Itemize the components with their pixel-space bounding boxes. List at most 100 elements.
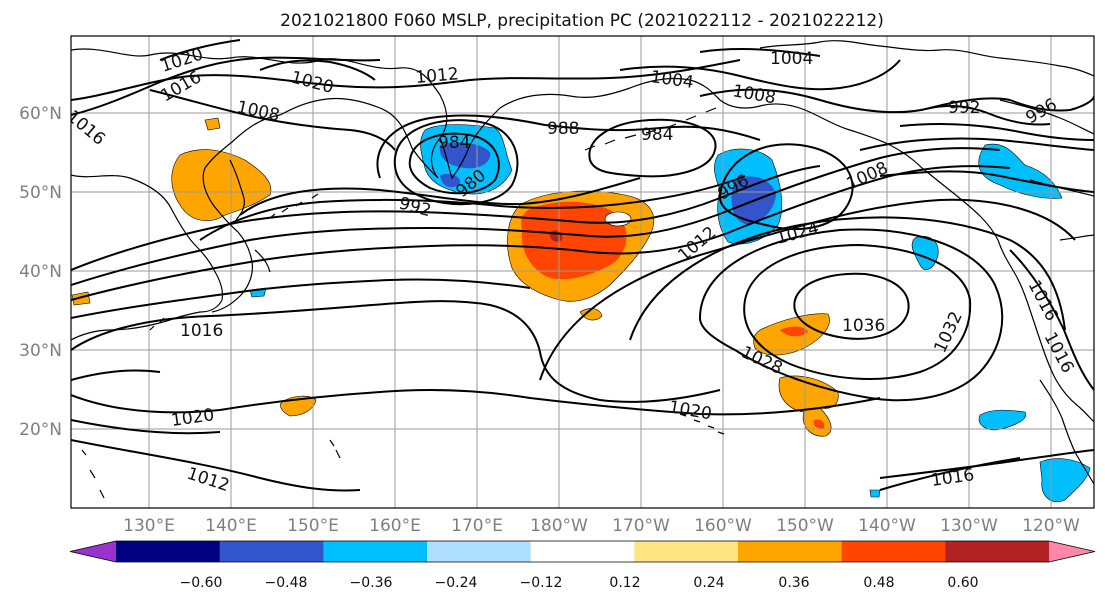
isobar-alaska-1008 — [699, 88, 1011, 114]
isobar-south-1020 — [71, 389, 881, 416]
isobar-nw-1016 — [71, 56, 381, 116]
colorbar-segment — [841, 541, 946, 562]
precip-pos-ne-2-core — [813, 419, 825, 429]
colorbar-extend-high — [1049, 541, 1095, 562]
colorbar-segment — [323, 541, 428, 562]
isobar-988 — [376, 114, 761, 179]
isobar-high-1036 — [793, 272, 910, 340]
isobar-label: 1012 — [415, 64, 460, 88]
map-frame — [70, 35, 1095, 509]
colorbar-tick-label: 0.24 — [693, 575, 724, 591]
colorbar-tick-label: −0.48 — [265, 575, 308, 591]
coastlines — [71, 40, 1094, 499]
isobar-1000 — [199, 175, 746, 241]
coast-okhotsk — [202, 114, 281, 233]
colorbar-tick-label: −0.24 — [435, 575, 478, 591]
precip-pos-central-hole — [604, 211, 632, 227]
lon-label: 140°W — [858, 516, 916, 536]
isobar-label: 1036 — [842, 316, 885, 336]
lon-label: 120°W — [1022, 516, 1080, 536]
lon-label: 180°W — [530, 516, 588, 536]
isobar-label: 984 — [641, 125, 673, 145]
lon-label: 160°W — [694, 516, 752, 536]
colorbar-extend-low — [70, 541, 116, 562]
colorbar-tick-label: −0.12 — [520, 575, 563, 591]
isobar-west-1020 — [71, 369, 221, 435]
lon-label: 150°E — [287, 516, 339, 536]
lon-label: 160°E — [369, 516, 421, 536]
isobar-1012 — [71, 165, 1011, 301]
isobar-1020-east — [539, 198, 1076, 381]
coast-baja — [1039, 379, 1094, 485]
colorbar-tick-label: 0.48 — [863, 575, 894, 591]
precip-pos-central-mid — [521, 201, 627, 280]
isobar-label: 1016 — [180, 321, 223, 341]
colorbar-outline — [69, 540, 1096, 563]
coast-sakhalin — [229, 159, 245, 221]
lon-label: 170°E — [451, 516, 503, 536]
coast-kurils — [269, 193, 319, 219]
isobar-984-aleutian — [588, 118, 717, 178]
isobar-980-kam — [408, 132, 500, 195]
precip-pos-japan-dot — [204, 117, 221, 131]
isobar-nw-1008 — [149, 89, 396, 151]
isobar-bering-1004 — [619, 59, 901, 91]
colorbar-segment — [634, 541, 739, 562]
isobar-992-nw — [239, 177, 641, 216]
isobar-cal-1016 — [1009, 249, 1094, 391]
lat-label: 60°N — [19, 104, 62, 124]
isobar-label: 1004 — [770, 49, 813, 69]
isobar-ne-996 — [1009, 95, 1094, 112]
isobar-far-south — [71, 439, 1094, 492]
coast-asia-north — [71, 48, 448, 179]
isobar-nw-1012 — [71, 59, 741, 101]
isobar-984-kam — [393, 119, 519, 206]
lon-label: 170°W — [612, 516, 670, 536]
isobar-1008 — [71, 147, 1001, 286]
precip-pos-central-tail — [579, 308, 603, 321]
lon-label: 140°E — [205, 516, 257, 536]
colorbar-segment — [219, 541, 324, 562]
isobar-label: 988 — [547, 119, 579, 139]
precip-pos-ne-2 — [778, 375, 839, 437]
colorbar-tick-label: −0.36 — [350, 575, 393, 591]
isobar-high-1028 — [698, 228, 1004, 402]
isobar-tropics-east — [879, 457, 1021, 491]
isobar-label: 992 — [948, 98, 980, 118]
isobar-bc-1004 — [899, 123, 1094, 141]
colorbar-segment — [945, 541, 1050, 562]
colorbar — [69, 540, 1096, 563]
coast-kamchatka — [439, 107, 501, 180]
colorbar-tick-label: 0.60 — [947, 575, 978, 591]
precip-pos-ne-1-core — [780, 326, 808, 337]
isobar-high-1032 — [743, 243, 972, 380]
coast-bering-alaska — [499, 77, 889, 145]
colorbar-tick-label: −0.60 — [180, 575, 223, 591]
colorbar-tick-label: 0.12 — [609, 575, 640, 591]
map-panel: 1020 1016 1020 1012 1004 1004 1008 1016 … — [71, 36, 1094, 508]
lat-label: 30°N — [19, 341, 62, 361]
precip-neg-south-2 — [1039, 458, 1091, 502]
colorbar-ticks: −0.60 −0.48 −0.36 −0.24 −0.12 0.12 0.24 … — [180, 575, 979, 591]
isobar-label: 984 — [438, 133, 470, 153]
isobar-bc-1008 — [859, 137, 1094, 151]
colorbar-segment — [427, 541, 532, 562]
precip-neg-dot — [869, 489, 881, 498]
isobar-ne-992 — [929, 105, 1051, 126]
isobar-996-goa — [718, 143, 854, 231]
isobar-1016-band — [71, 278, 531, 319]
coast-alaska-north — [759, 40, 1094, 77]
latitude-labels: 60°N 50°N 40°N 30°N 20°N — [19, 104, 62, 440]
coast-hawaii — [679, 413, 725, 435]
lon-label: 130°W — [940, 516, 998, 536]
figure-title: 2021021800 F060 MSLP, precipitation PC (… — [280, 11, 884, 31]
lon-label: 130°E — [123, 516, 175, 536]
isobar-west-loop — [71, 300, 721, 403]
isobar-nw-1020 — [159, 39, 376, 81]
lat-label: 40°N — [19, 262, 62, 282]
colorbar-segment — [738, 541, 843, 562]
precip-shading — [71, 117, 1091, 502]
lon-label: 150°W — [776, 516, 834, 536]
precip-neg-kamchatka-core2 — [440, 174, 461, 188]
